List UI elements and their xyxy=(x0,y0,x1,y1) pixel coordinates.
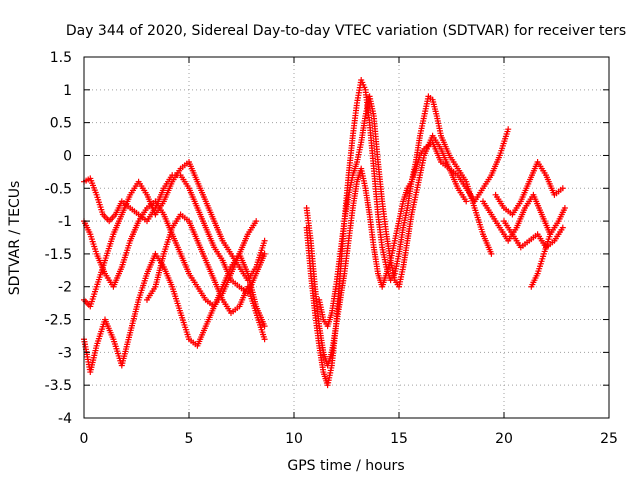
series-track-c xyxy=(81,159,268,310)
x-tick-label: 20 xyxy=(495,431,513,447)
data-point xyxy=(261,237,268,244)
x-tick-label: 0 xyxy=(80,431,89,447)
plot-frame xyxy=(83,56,610,419)
y-tick-label: -2 xyxy=(58,280,72,296)
x-tick-label: 5 xyxy=(185,431,194,447)
y-tick-labels: -4 -3.5 -3 -2.5 -2 -1.5 -1 -0.5 0 0.5 1 1.5 xyxy=(45,50,72,427)
chart-title: Day 344 of 2020, Sidereal Day-to-day VTE… xyxy=(66,23,626,39)
data-points xyxy=(81,76,568,389)
x-tick-label: 25 xyxy=(600,431,618,447)
x-axis-label: GPS time / hours xyxy=(287,458,404,474)
x-tick-label: 10 xyxy=(285,431,303,447)
data-point xyxy=(559,185,566,192)
data-point xyxy=(253,218,260,225)
data-point xyxy=(261,323,268,330)
y-tick-label: 1 xyxy=(63,83,72,99)
y-axis-label: SDTVAR / TECUs xyxy=(7,181,23,296)
series-track-j xyxy=(480,191,568,244)
series-track-g xyxy=(303,126,512,369)
data-point xyxy=(261,250,268,257)
series-track-h xyxy=(316,93,470,330)
data-point xyxy=(505,126,512,133)
data-point xyxy=(463,198,470,205)
axis-ticks xyxy=(83,56,610,419)
y-tick-label: -1 xyxy=(58,214,72,230)
y-tick-label: -1.5 xyxy=(45,247,72,263)
y-tick-label: -2.5 xyxy=(45,313,72,329)
data-point xyxy=(561,204,568,211)
series-track-i xyxy=(492,159,566,218)
series-track-e xyxy=(144,211,268,343)
grid-lines xyxy=(84,57,609,418)
x-tick-labels: 0 5 10 15 20 25 xyxy=(80,431,618,447)
data-point xyxy=(261,336,268,343)
y-tick-label: -3.5 xyxy=(45,378,72,394)
y-tick-label: 0 xyxy=(63,148,72,164)
y-tick-label: -0.5 xyxy=(45,181,72,197)
data-point xyxy=(488,250,495,257)
y-tick-label: -3 xyxy=(58,345,72,361)
x-tick-label: 15 xyxy=(390,431,408,447)
y-tick-label: 1.5 xyxy=(50,50,72,66)
data-point xyxy=(559,224,566,231)
data-point xyxy=(547,231,554,238)
series-track-k xyxy=(501,218,566,251)
series-track-l xyxy=(528,231,554,290)
y-tick-label: -4 xyxy=(58,411,72,427)
y-tick-label: 0.5 xyxy=(50,116,72,132)
